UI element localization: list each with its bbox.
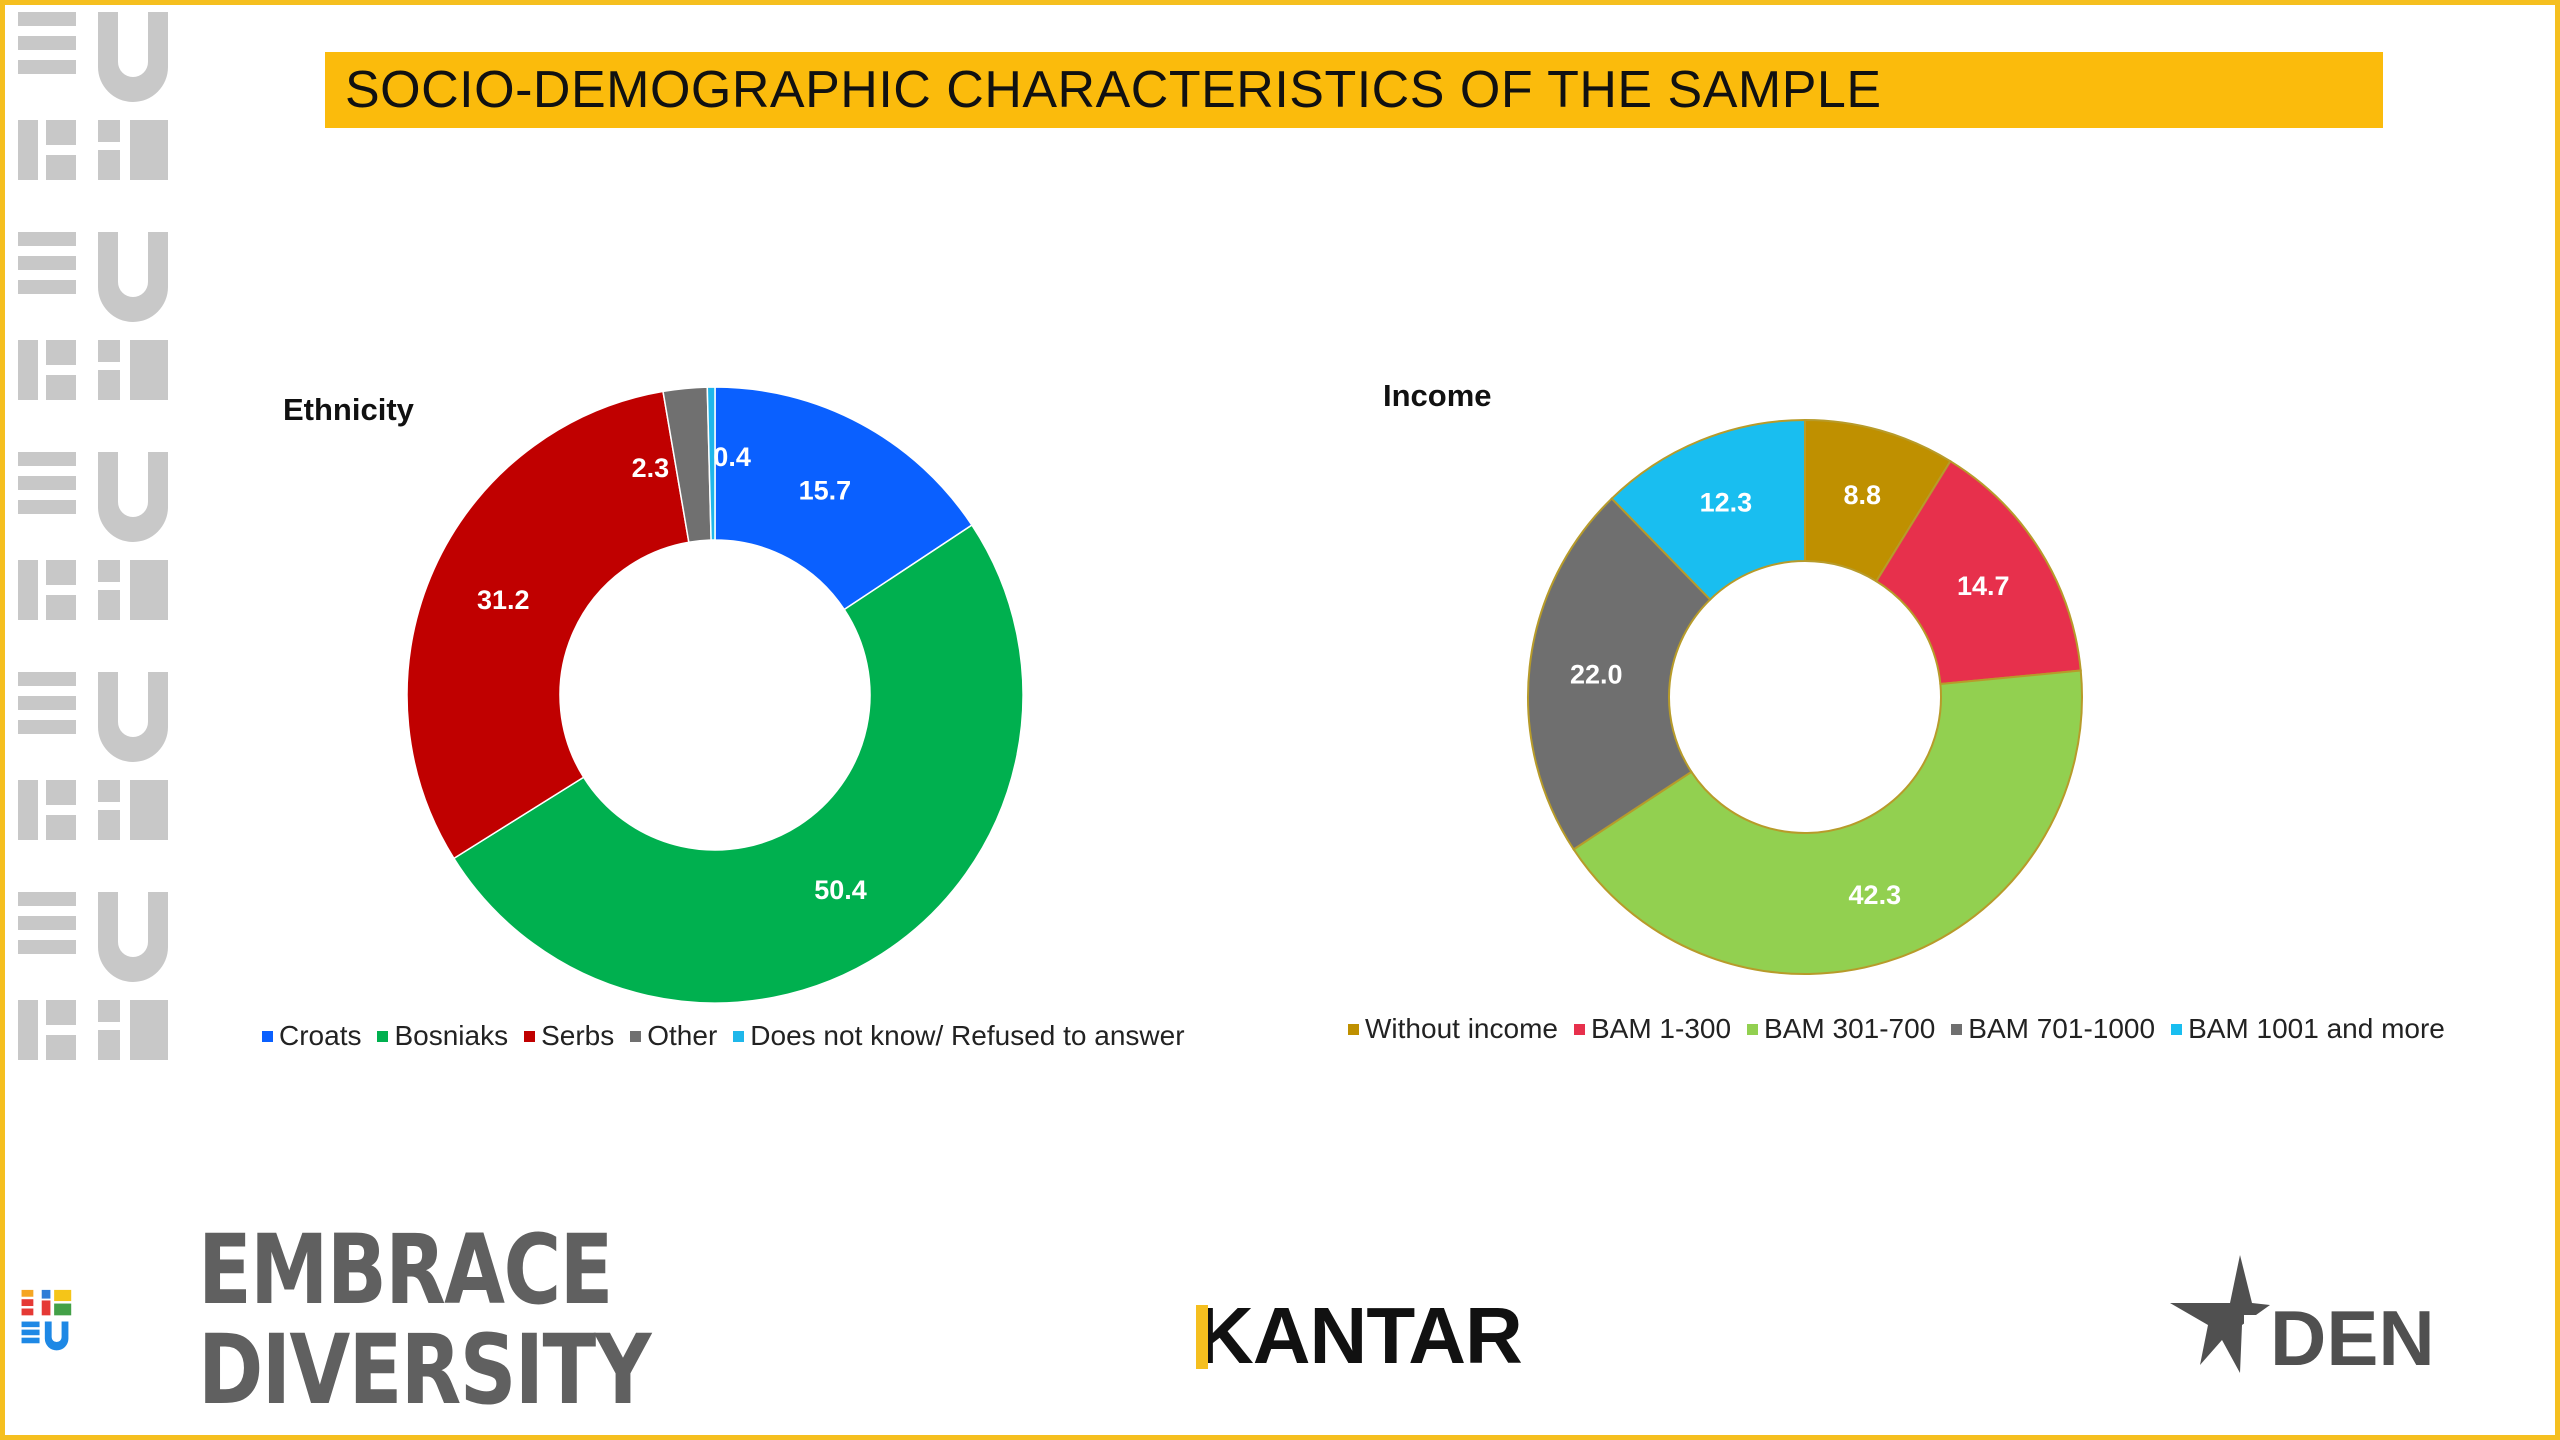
legend-label: Croats [279,1020,362,1051]
ethnicity-legend: Croats Bosniaks Serbs Other Does not know/ R… [262,1020,1201,1052]
income-legend: Without income BAM 1-300 BAM 301-700 BAM 70… [1348,1013,2461,1045]
legend-label: BAM 1001 and more [2188,1013,2445,1044]
slice-bam-1-300 [1874,459,2082,686]
legend-label: BAM 701-1000 [1968,1013,2156,1044]
slice-bam-701-1000 [1527,497,1712,851]
slice-bam-1001-and-more [1610,418,1806,601]
legend-swatch [524,1030,536,1042]
slice-bam-301-700 [1572,669,2083,975]
legend-swatch [2171,1023,2183,1035]
slice-croats [714,386,973,611]
legend-swatch [377,1030,389,1042]
data-label-serbs: 31.2 [477,585,530,615]
data-label-does-not-know-refused-to-answer: 0.4 [713,442,751,472]
legend-item: Croats [262,1020,361,1052]
slice-does-not-know-refused-to-answer [706,386,716,541]
data-label-other: 2.3 [632,453,670,483]
legend-label: Serbs [541,1020,615,1051]
legend-label: Bosniaks [394,1020,509,1051]
legend-item: Does not know/ Refused to answer [733,1020,1185,1052]
embrace-diversity-text: EMBRACE DIVERSITY [198,1214,652,1426]
legend-swatch [1348,1023,1359,1035]
embrace-diversity-logo [21,1289,72,1351]
ethnicity-chart-title: Ethnicity [283,392,414,427]
data-label-bam-701-1000: 22.0 [1570,659,1623,689]
legend-item: Serbs [524,1020,614,1052]
legend-item: Without income [1348,1013,1558,1045]
title-bar: SOCIO-DEMOGRAPHIC CHARACTERISTICS OF THE… [325,52,2383,128]
data-label-bam-301-700: 42.3 [1849,880,1902,910]
income-donut-chart: 8.8 14.7 42.3 22.0 12.3 [1527,418,2083,975]
legend-label: BAM 1-300 [1590,1013,1732,1044]
decorative-pattern-strip [18,12,168,1060]
income-chart-title: Income [1383,378,1492,413]
legend-swatch [262,1030,273,1042]
legend-label: Other [647,1020,718,1051]
legend-item: BAM 1-300 [1573,1013,1732,1045]
ethnicity-donut-chart: 15.7 50.4 31.2 2.3 0.4 [406,386,1024,1004]
diversity-line: DIVERSITY [198,1314,652,1426]
legend-label: Without income [1365,1013,1558,1044]
legend-item: BAM 301-700 [1747,1013,1935,1045]
legend-label: BAM 301-700 [1764,1013,1936,1044]
data-label-bam-1001-and-more: 12.3 [1700,487,1753,517]
legend-swatch [733,1030,745,1042]
data-label-bosniaks: 50.4 [814,875,867,905]
kantar-logo-accent [1196,1305,1208,1369]
legend-swatch [630,1030,642,1042]
data-label-croats: 15.7 [799,476,852,506]
kantar-logo: KANTAR [1196,1291,1523,1380]
legend-swatch [1747,1023,1759,1035]
legend-swatch [1573,1023,1585,1035]
slice-serbs [406,390,690,860]
data-label-without-income: 8.8 [1843,480,1881,510]
data-label-bam-1-300: 14.7 [1957,571,2010,601]
legend-item: BAM 1001 and more [2171,1013,2445,1045]
legend-swatch [1951,1023,1963,1035]
den-logo-text: DEN [2270,1294,2435,1375]
embrace-line: EMBRACE [198,1214,613,1326]
page-title: SOCIO-DEMOGRAPHIC CHARACTERISTICS OF THE… [345,61,1882,119]
legend-item: Other [630,1020,717,1052]
legend-item: Bosniaks [377,1020,508,1052]
den-logo: DEN [2170,1255,2435,1375]
legend-label: Does not know/ Refused to answer [750,1020,1185,1051]
slice-bosniaks [452,524,1024,1004]
legend-item: BAM 701-1000 [1951,1013,2155,1045]
